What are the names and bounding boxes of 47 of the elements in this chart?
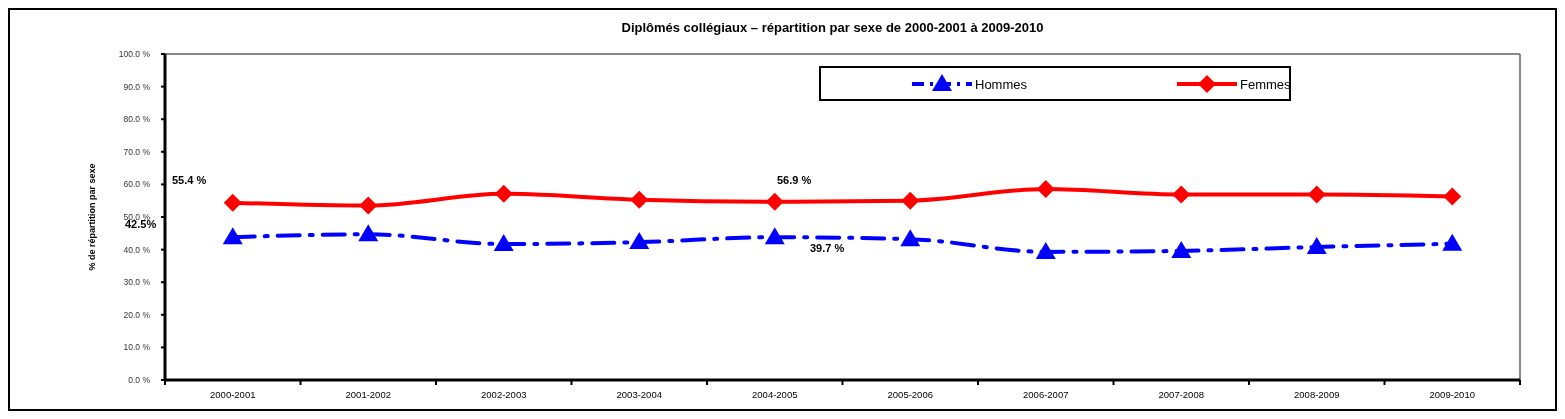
y-tick-label: 20.0 % bbox=[123, 309, 151, 320]
y-tick-label: 10.0 % bbox=[123, 342, 151, 353]
point bbox=[764, 227, 785, 245]
y-tick-label: 40.0 % bbox=[123, 244, 151, 255]
point bbox=[1035, 241, 1056, 259]
point bbox=[223, 193, 242, 212]
legend-label: Hommes bbox=[975, 77, 1028, 92]
point bbox=[765, 192, 784, 211]
point bbox=[493, 234, 514, 252]
y-tick-label: 70.0 % bbox=[123, 146, 151, 157]
point bbox=[1172, 185, 1191, 204]
point bbox=[630, 190, 649, 209]
x-tick-label: 2002-2003 bbox=[481, 389, 527, 400]
y-tick-label: 80.0 % bbox=[123, 114, 151, 125]
y-tick-label: 30.0 % bbox=[123, 277, 151, 288]
point bbox=[629, 232, 650, 250]
point bbox=[494, 184, 513, 203]
y-tick-label: 90.0 % bbox=[123, 81, 151, 92]
point bbox=[1307, 185, 1326, 204]
x-tick-label: 2009-2010 bbox=[1429, 389, 1475, 400]
annotation: 39.7 % bbox=[810, 242, 845, 254]
y-tick-label: 100.0 % bbox=[118, 49, 151, 59]
legend-label: Femmes bbox=[1240, 77, 1292, 92]
point bbox=[1443, 187, 1462, 206]
y-axis-title: % de répartition par sexe bbox=[87, 163, 97, 271]
annotation: 55.4 % bbox=[172, 174, 207, 186]
x-tick-label: 2004-2005 bbox=[752, 389, 798, 400]
x-tick-label: 2007-2008 bbox=[1158, 389, 1204, 400]
x-tick-label: 2005-2006 bbox=[887, 389, 933, 400]
point bbox=[1306, 236, 1327, 254]
point bbox=[358, 224, 379, 242]
point bbox=[359, 196, 378, 215]
x-tick-label: 2001-2002 bbox=[345, 389, 391, 400]
y-tick-label: 0.0 % bbox=[128, 375, 151, 385]
point bbox=[1442, 233, 1463, 251]
chart-title: Diplômés collégiaux – répartition par sexe de 2000-2001 à 2009-2010 bbox=[621, 20, 1044, 35]
y-tick-label: 60.0 % bbox=[123, 179, 151, 190]
x-tick-label: 2000-2001 bbox=[210, 389, 256, 400]
x-tick-label: 2003-2004 bbox=[616, 389, 662, 400]
point bbox=[222, 227, 243, 245]
x-tick-label: 2006-2007 bbox=[1023, 389, 1069, 400]
point bbox=[1036, 179, 1055, 198]
x-tick-label: 2008-2009 bbox=[1294, 389, 1340, 400]
point bbox=[1171, 240, 1192, 258]
point bbox=[901, 191, 920, 210]
point bbox=[900, 229, 921, 247]
annotation: 56.9 % bbox=[777, 174, 812, 186]
